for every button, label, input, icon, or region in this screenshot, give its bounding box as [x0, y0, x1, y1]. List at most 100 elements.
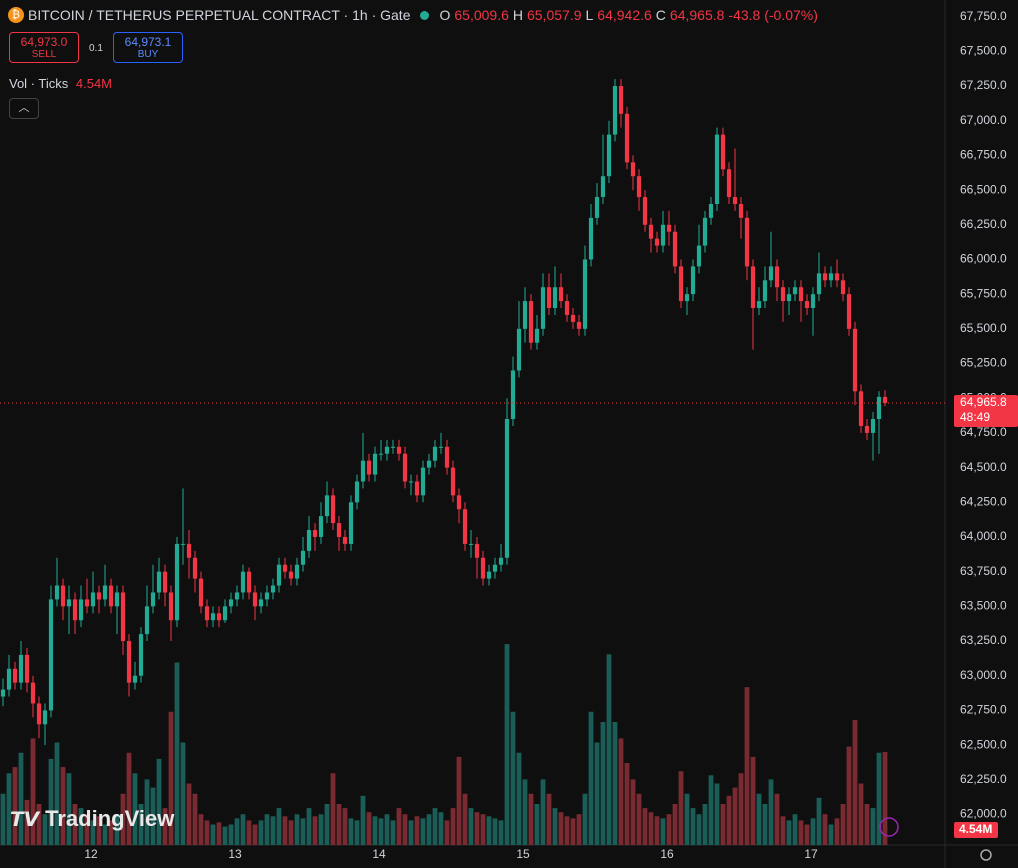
candle-body	[18, 654, 24, 683]
candle-body	[12, 668, 18, 683]
candle-body	[60, 585, 66, 607]
candle-body	[750, 266, 756, 309]
x-tick-label: 15	[516, 847, 530, 861]
low-value: 64,942.6	[597, 7, 652, 23]
volume-bar	[318, 814, 324, 845]
buy-button[interactable]: 64,973.1 BUY	[113, 32, 183, 63]
x-tick-label: 14	[372, 847, 386, 861]
volume-bar	[264, 814, 270, 845]
candle-body	[228, 599, 234, 607]
volume-bar	[624, 763, 630, 845]
volume-bar	[402, 814, 408, 845]
candle-body	[642, 197, 648, 225]
candle-body	[36, 703, 42, 725]
symbol-title[interactable]: BITCOIN / TETHERUS PERPETUAL CONTRACT · …	[28, 7, 411, 23]
candle-body	[270, 585, 276, 593]
volume-bar	[378, 818, 384, 845]
candle-body	[174, 543, 180, 621]
candle-body	[870, 419, 876, 433]
volume-bar	[210, 824, 216, 845]
y-tick-label: 63,500.0	[960, 599, 1007, 613]
volume-bar	[672, 804, 678, 845]
y-tick-label: 64,250.0	[960, 494, 1007, 508]
candle-body	[528, 301, 534, 343]
candle-body	[822, 273, 828, 281]
volume-bar	[276, 808, 282, 845]
volume-bar	[582, 793, 588, 845]
candle-body	[276, 564, 282, 586]
candle-body	[150, 592, 156, 607]
volume-bar	[354, 820, 360, 845]
buy-label: BUY	[137, 49, 159, 60]
volume-bar	[294, 814, 300, 845]
volume-bar	[90, 820, 96, 845]
volume-bar	[702, 804, 708, 845]
candle-body	[180, 543, 186, 545]
volume-bar	[780, 816, 786, 845]
candle-body	[426, 460, 432, 468]
candle-body	[306, 530, 312, 551]
candle-body	[324, 495, 330, 517]
volume-bar	[150, 787, 156, 845]
volume-bar	[648, 812, 654, 845]
volume-bar	[546, 793, 552, 845]
volume-name: Vol · Ticks	[9, 76, 69, 91]
candle-body	[432, 446, 438, 461]
candle-body	[882, 396, 888, 403]
volume-bar	[480, 814, 486, 845]
volume-bar	[42, 814, 48, 845]
volume-bar	[612, 722, 618, 845]
candle-body	[702, 217, 708, 246]
volume-bar	[72, 804, 78, 845]
low-label: L	[585, 7, 594, 23]
volume-bar	[330, 773, 336, 845]
candle-body	[840, 280, 846, 295]
candle-body	[816, 273, 822, 295]
candle-body	[600, 176, 606, 198]
volume-bar	[342, 808, 348, 845]
volume-bar	[834, 818, 840, 845]
volume-bar	[594, 742, 600, 845]
candle-body	[384, 446, 390, 454]
candle-body	[666, 224, 672, 232]
volume-bar	[48, 758, 54, 845]
candle-body	[420, 467, 426, 496]
collapse-button[interactable]: ︿	[9, 98, 39, 119]
sell-label: SELL	[31, 49, 57, 60]
candle-body	[312, 530, 318, 537]
volume-bar	[6, 773, 12, 845]
y-tick-label: 65,250.0	[960, 356, 1007, 370]
volume-bar	[156, 758, 162, 845]
candle-body	[54, 585, 60, 600]
candle-body	[636, 176, 642, 198]
y-tick-label: 65,500.0	[960, 321, 1007, 335]
candle-body	[192, 557, 198, 579]
sell-button[interactable]: 64,973.0 SELL	[9, 32, 79, 63]
candle-body	[546, 287, 552, 309]
volume-bar	[138, 804, 144, 845]
volume-bar	[366, 812, 372, 845]
volume-bar	[414, 816, 420, 845]
last-volume-box	[954, 822, 998, 838]
x-tick-label: 13	[228, 847, 242, 861]
status-dot	[420, 10, 430, 20]
candle-body	[756, 301, 762, 309]
volume-bar	[300, 818, 306, 845]
volume-bar	[510, 711, 516, 845]
candle-body	[846, 294, 852, 329]
candle-body	[744, 217, 750, 267]
volume-bar	[534, 804, 540, 845]
candle-body	[402, 453, 408, 482]
change: -43.8 (-0.07%)	[728, 7, 818, 23]
volume-bar	[828, 824, 834, 845]
volume-bar	[60, 767, 66, 845]
y-tick-label: 63,250.0	[960, 633, 1007, 647]
candle-body	[498, 557, 504, 565]
y-tick-label: 63,000.0	[960, 668, 1007, 682]
candle-body	[222, 606, 228, 621]
y-tick-label: 62,500.0	[960, 737, 1007, 751]
volume-bar	[588, 711, 594, 845]
y-tick-label: 62,000.0	[960, 807, 1007, 821]
volume-bar	[606, 654, 612, 845]
